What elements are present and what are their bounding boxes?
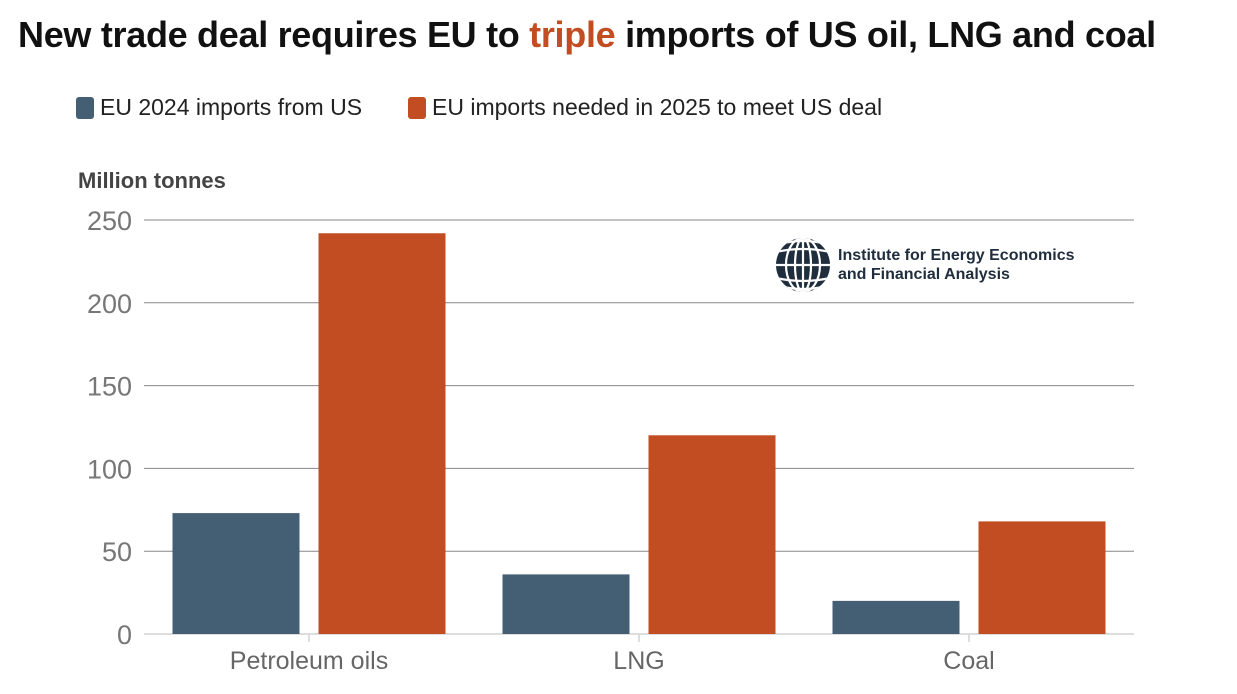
logo-line-2: and Financial Analysis xyxy=(838,266,1010,283)
legend: EU 2024 imports from US EU imports neede… xyxy=(76,94,928,121)
x-category-label-1: LNG xyxy=(613,647,664,675)
bar-petroleum-oils-series-1 xyxy=(318,233,446,635)
logo-text: Institute for Energy Economics and Finan… xyxy=(838,246,1074,284)
title-text-start: New trade deal requires EU to xyxy=(18,14,530,55)
x-category-label-2: Coal xyxy=(943,647,994,675)
chart-title: New trade deal requires EU to triple imp… xyxy=(18,14,1156,56)
legend-label-2025: EU imports needed in 2025 to meet US dea… xyxy=(432,94,883,120)
y-tick-label-200: 200 xyxy=(87,289,132,319)
bar-petroleum-oils-series-0 xyxy=(172,513,300,634)
legend-swatch-2025 xyxy=(408,96,427,119)
title-highlight: triple xyxy=(529,14,616,55)
legend-label-2024: EU 2024 imports from US xyxy=(100,94,363,120)
bar-coal-series-1 xyxy=(978,521,1106,634)
bar-lng-series-0 xyxy=(502,574,630,634)
y-tick-label-0: 0 xyxy=(117,620,132,650)
y-tick-label-100: 100 xyxy=(87,454,132,484)
bar-lng-series-1 xyxy=(648,435,776,634)
legend-item-2025: EU imports needed in 2025 to meet US dea… xyxy=(408,94,882,121)
legend-swatch-2024 xyxy=(76,96,94,119)
y-tick-label-150: 150 xyxy=(87,372,132,402)
y-tick-label-250: 250 xyxy=(87,206,132,236)
y-axis-label: Million tonnes xyxy=(78,168,226,193)
x-category-label-0: Petroleum oils xyxy=(230,647,388,675)
bar-coal-series-0 xyxy=(832,600,960,634)
title-text-end: imports of US oil, LNG and coal xyxy=(615,14,1156,55)
y-tick-label-50: 50 xyxy=(102,537,132,567)
globe-icon xyxy=(776,238,830,292)
legend-item-2024: EU 2024 imports from US xyxy=(76,94,362,121)
ieefa-logo: Institute for Energy Economics and Finan… xyxy=(774,236,1074,294)
logo-line-1: Institute for Energy Economics xyxy=(838,247,1075,264)
